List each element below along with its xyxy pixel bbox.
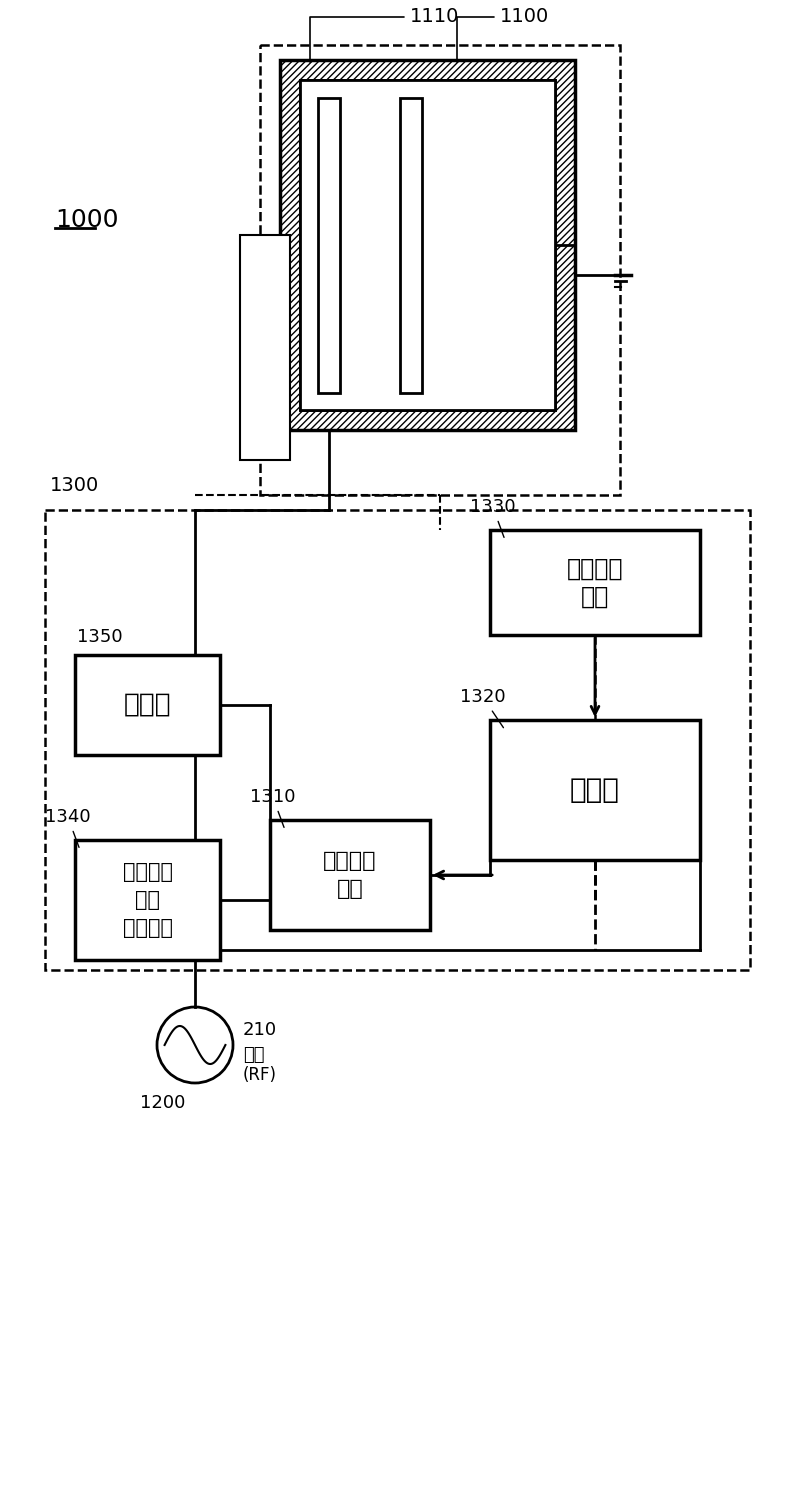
Bar	[75, 655, 220, 754]
Text: 1300: 1300	[50, 476, 99, 495]
Text: 1350: 1350	[77, 628, 122, 646]
Text: 单元: 单元	[581, 584, 609, 608]
Bar	[240, 236, 290, 461]
Bar	[270, 820, 430, 930]
Bar	[300, 81, 555, 410]
Bar	[45, 510, 750, 971]
Text: 反射功率: 反射功率	[122, 862, 173, 883]
Text: 射频: 射频	[243, 1047, 265, 1065]
Bar	[75, 839, 220, 960]
Bar	[300, 81, 555, 410]
Text: 控制器: 控制器	[570, 775, 620, 804]
Text: 1200: 1200	[140, 1094, 186, 1112]
Text: 测量单元: 测量单元	[122, 918, 173, 938]
Text: 1310: 1310	[250, 789, 295, 828]
Bar	[318, 98, 340, 394]
Text: 阻抗匹配: 阻抗匹配	[323, 851, 377, 871]
Text: 单元: 单元	[337, 880, 363, 899]
Text: 功率: 功率	[135, 890, 160, 910]
Bar	[490, 529, 700, 635]
Text: 1330: 1330	[470, 498, 516, 537]
Text: 阻抗测量: 阻抗测量	[566, 556, 623, 580]
Text: (RF): (RF)	[243, 1066, 277, 1084]
Text: 1340: 1340	[45, 808, 90, 847]
Text: 1320: 1320	[460, 687, 506, 728]
Bar	[400, 98, 422, 394]
Text: 电感器: 电感器	[124, 692, 171, 719]
Bar	[280, 60, 575, 429]
Text: 1110: 1110	[310, 7, 459, 63]
Text: 1100: 1100	[457, 7, 550, 63]
Bar	[260, 45, 620, 495]
Bar	[490, 720, 700, 860]
Text: 210: 210	[243, 1021, 277, 1039]
Text: 1000: 1000	[55, 209, 118, 233]
